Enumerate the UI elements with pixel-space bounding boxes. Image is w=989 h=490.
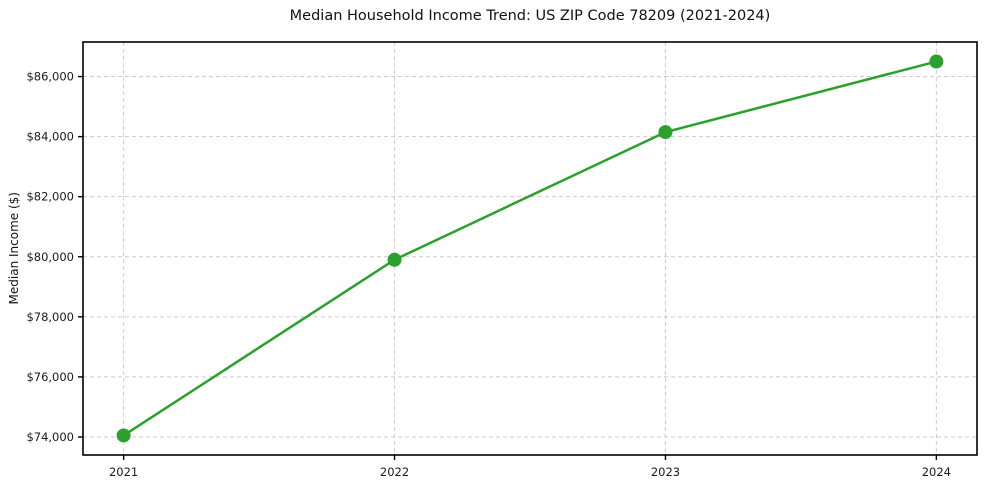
data-point-marker: [658, 125, 673, 140]
chart-title: Median Household Income Trend: US ZIP Co…: [289, 8, 771, 24]
x-axis-tick-label: 2024: [922, 465, 951, 479]
plot-frame: [82, 41, 978, 456]
y-axis-tick-label: $82,000: [26, 190, 74, 204]
x-axis-tick-label: 2023: [651, 465, 680, 479]
y-axis-tick-label: $86,000: [26, 70, 74, 84]
y-axis-tick-label: $78,000: [26, 310, 74, 324]
x-axis-tick-label: 2021: [109, 465, 138, 479]
y-axis-tick-label: $84,000: [26, 130, 74, 144]
data-point-marker: [116, 428, 131, 443]
y-axis-tick-label: $80,000: [26, 250, 74, 264]
data-line: [122, 60, 938, 437]
data-point-marker: [387, 252, 402, 267]
y-axis-tick-label: $76,000: [26, 370, 74, 384]
data-point-marker: [929, 54, 944, 69]
y-axis-tick-label: $74,000: [26, 430, 74, 444]
x-axis-tick-label: 2022: [380, 465, 409, 479]
